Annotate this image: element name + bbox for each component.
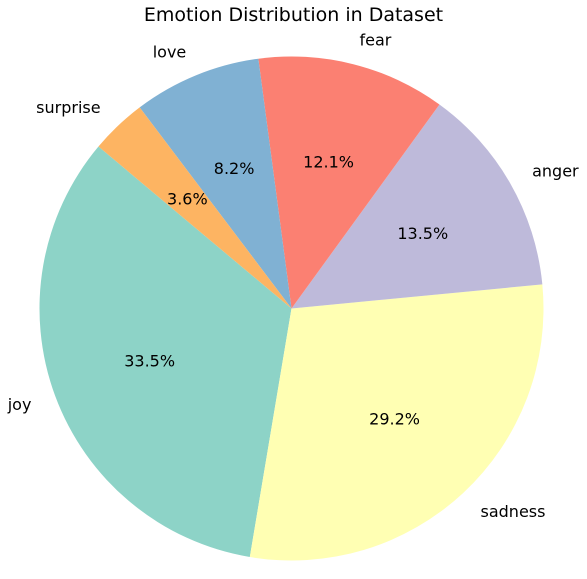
- slice-percent-surprise: 3.6%: [167, 189, 208, 208]
- slice-label-love: love: [153, 43, 187, 62]
- slice-label-sadness: sadness: [481, 502, 546, 521]
- chart-title: Emotion Distribution in Dataset: [0, 4, 587, 26]
- slice-percent-fear: 12.1%: [303, 152, 354, 171]
- slice-label-fear: fear: [359, 30, 391, 49]
- slice-percent-anger: 13.5%: [397, 224, 448, 243]
- slice-label-anger: anger: [532, 161, 579, 180]
- slice-label-surprise: surprise: [36, 98, 100, 117]
- slice-percent-love: 8.2%: [214, 159, 255, 178]
- slice-percent-sadness: 29.2%: [369, 410, 420, 429]
- slice-percent-joy: 33.5%: [124, 351, 175, 370]
- slice-label-joy: joy: [7, 395, 32, 414]
